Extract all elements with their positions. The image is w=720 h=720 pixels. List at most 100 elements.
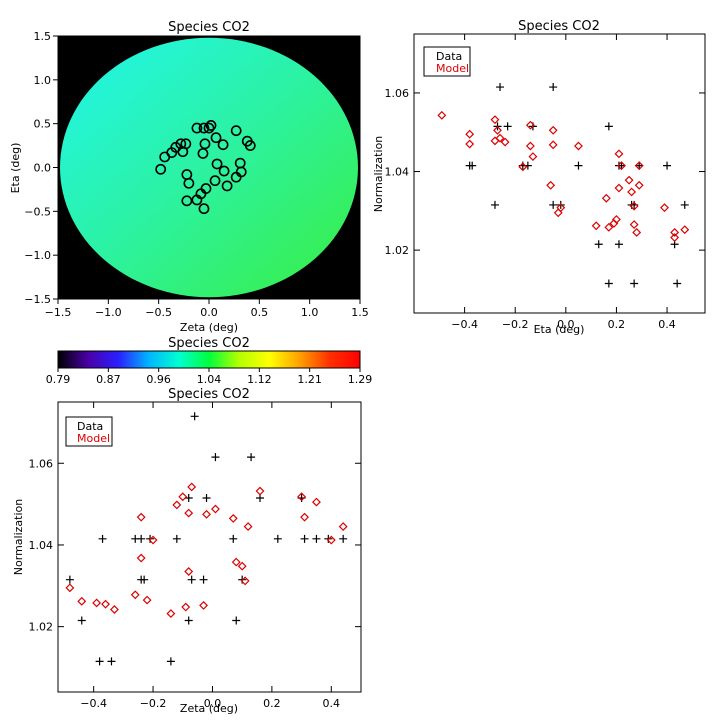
map-point bbox=[197, 148, 209, 159]
zeta-model-point bbox=[231, 557, 241, 567]
zeta-model-point bbox=[148, 535, 158, 545]
eta-legend-model: Model bbox=[436, 62, 469, 75]
eta-model-point bbox=[614, 183, 624, 193]
eta-model-point bbox=[495, 133, 505, 143]
eta-data-point bbox=[617, 161, 626, 170]
eta-data-point bbox=[549, 200, 558, 209]
map-point bbox=[198, 122, 210, 134]
eta-panel: Species CO2 Data Model −0.4 −0.2 0.0 0.2 0.4… bbox=[372, 19, 706, 336]
zeta-model-point bbox=[300, 512, 310, 522]
colorbar-tick-label: 0.87 bbox=[96, 373, 121, 386]
zeta-model-point bbox=[130, 590, 140, 600]
zeta-data-point bbox=[339, 534, 348, 543]
zeta-data-point bbox=[184, 616, 193, 625]
eta-model-point bbox=[465, 139, 475, 149]
zeta-data-point bbox=[211, 453, 220, 462]
eta-title: Species CO2 bbox=[518, 19, 600, 34]
eta-data-point bbox=[604, 122, 613, 131]
eta-legend-data: Data bbox=[436, 50, 462, 63]
eta-ytick-label: 1.02 bbox=[385, 244, 410, 257]
map-point bbox=[183, 177, 195, 189]
eta-model-point bbox=[437, 110, 447, 120]
map-ytick-label: 1.5 bbox=[34, 30, 52, 43]
zeta-model-point bbox=[178, 492, 188, 502]
eta-model-point bbox=[629, 220, 639, 230]
eta-model-point bbox=[490, 115, 500, 125]
eta-model-point bbox=[627, 187, 637, 197]
zeta-data-point bbox=[190, 412, 199, 421]
zeta-ticks: −0.4 −0.2 0.0 0.2 0.4 1.02 1.04 1.06 bbox=[29, 402, 361, 710]
eta-xtick-label: 0.0 bbox=[557, 318, 575, 331]
map-ticks: −1.5−1.5 −1.0 −1.0 −0.5 −0.5 0.0 0.0 0.5 0.5 1.0 1… bbox=[24, 30, 368, 319]
eta-data-point bbox=[549, 83, 558, 92]
zeta-model-point bbox=[202, 509, 211, 519]
eta-model-point bbox=[670, 227, 680, 237]
zeta-data-point bbox=[95, 657, 104, 666]
zeta-model-point bbox=[199, 600, 209, 610]
eta-data-point bbox=[594, 240, 603, 249]
map-point bbox=[155, 163, 167, 175]
zeta-ytick-label: 1.04 bbox=[29, 539, 54, 552]
eta-data-point bbox=[680, 200, 689, 209]
zeta-data-point bbox=[166, 657, 175, 666]
zeta-xtick-label: 0.4 bbox=[323, 697, 341, 710]
zeta-model-point bbox=[142, 595, 152, 605]
zeta-model-point bbox=[101, 599, 110, 609]
zeta-model-point bbox=[338, 522, 348, 532]
eta-model-point bbox=[493, 125, 502, 135]
eta-model-point bbox=[670, 233, 680, 243]
map-point bbox=[175, 138, 187, 150]
zeta-data-point bbox=[65, 575, 74, 584]
eta-model-point bbox=[574, 141, 583, 151]
colorbar-tick-label: 1.29 bbox=[348, 373, 373, 386]
zeta-data-point bbox=[232, 616, 241, 625]
zeta-data-point bbox=[199, 575, 208, 584]
eta-model-point bbox=[632, 227, 642, 237]
eta-model-point bbox=[528, 152, 538, 162]
colorbar-tick-label: 1.12 bbox=[247, 373, 272, 386]
map-point bbox=[199, 138, 211, 150]
eta-model-point bbox=[465, 129, 475, 139]
eta-xtick-label: −0.4 bbox=[451, 318, 478, 331]
zeta-frame bbox=[57, 401, 362, 693]
eta-model-point bbox=[546, 180, 556, 190]
eta-model-point bbox=[548, 125, 558, 135]
eta-ylabel: Normalization bbox=[372, 136, 385, 212]
zeta-data-point bbox=[202, 493, 211, 502]
eta-ytick-label: 1.04 bbox=[385, 166, 410, 179]
eta-model-point bbox=[611, 215, 621, 224]
eta-model-point bbox=[680, 225, 690, 235]
eta-model-point bbox=[525, 120, 535, 130]
eta-data-point bbox=[630, 279, 639, 288]
map-point bbox=[230, 125, 242, 137]
colorbar-tick-label: 1.21 bbox=[297, 373, 322, 386]
zeta-model-point bbox=[166, 609, 176, 619]
zeta-data-point bbox=[247, 453, 256, 462]
map-point bbox=[203, 122, 215, 134]
eta-model-point bbox=[556, 203, 566, 213]
zeta-model-point bbox=[237, 561, 247, 571]
eta-model-point bbox=[617, 161, 626, 171]
eta-xtick-label: −0.2 bbox=[502, 318, 529, 331]
map-title: Species CO2 bbox=[168, 20, 250, 35]
eta-data-point bbox=[663, 161, 672, 170]
eta-model-point bbox=[525, 141, 535, 151]
zeta-model-point bbox=[77, 596, 87, 606]
eta-frame bbox=[413, 33, 706, 314]
eta-data-point bbox=[635, 161, 644, 170]
zeta-legend-data: Data bbox=[77, 420, 103, 433]
zeta-marks bbox=[65, 412, 348, 666]
zeta-model-point bbox=[326, 535, 336, 545]
map-xtick-label: 1.0 bbox=[301, 306, 319, 319]
eta-xtick-label: 0.2 bbox=[608, 318, 626, 331]
zeta-legend-box bbox=[65, 416, 113, 447]
eta-model-point bbox=[500, 137, 510, 147]
eta-data-point bbox=[574, 161, 583, 170]
map-field-disc bbox=[60, 37, 358, 298]
colorbar-ticks: 0.79 0.87 0.96 1.04 1.12 1.21 1.29 bbox=[46, 368, 373, 386]
eta-marks bbox=[437, 83, 690, 288]
map-xlabel: Zeta (deg) bbox=[180, 321, 238, 334]
eta-model-point bbox=[634, 180, 644, 190]
map-ylabel: Eta (deg) bbox=[9, 143, 22, 194]
